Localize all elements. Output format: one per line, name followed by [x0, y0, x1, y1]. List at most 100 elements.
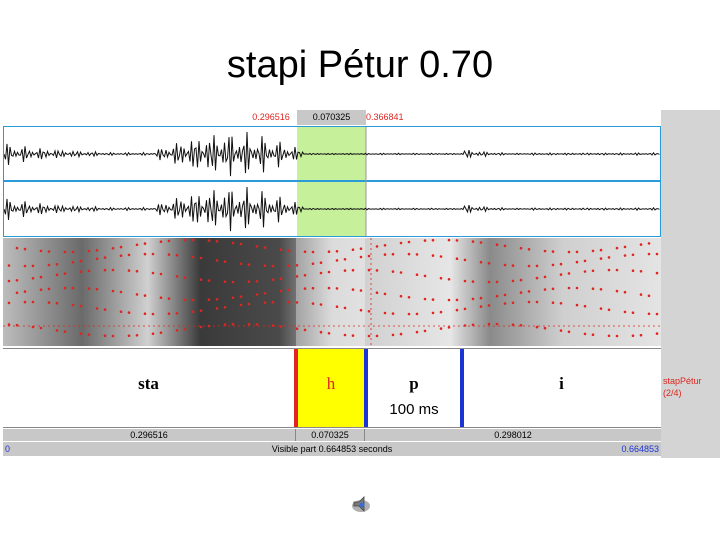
- boundary-blue[interactable]: [460, 349, 464, 427]
- formant-dot: [495, 322, 499, 326]
- formant-dot: [647, 242, 651, 245]
- speaker-icon[interactable]: [350, 493, 372, 515]
- formant-dot: [575, 286, 579, 290]
- formant-dot: [119, 245, 123, 249]
- formant-dot: [103, 308, 107, 311]
- formant-dot: [55, 329, 59, 332]
- formant-dot: [247, 263, 251, 266]
- duration-right[interactable]: 0.298012: [494, 430, 532, 440]
- formant-dot: [103, 334, 107, 337]
- formant-dot: [279, 248, 283, 251]
- formant-dot: [399, 241, 403, 245]
- formant-dot: [583, 304, 587, 308]
- formant-dot: [439, 327, 443, 330]
- formant-dot: [639, 243, 643, 246]
- formant-dot: [319, 330, 323, 334]
- waveform-panel[interactable]: [3, 126, 661, 237]
- formant-dot: [223, 280, 227, 283]
- formant-dot: [319, 271, 323, 275]
- formant-dot: [135, 293, 139, 296]
- formant-dot: [143, 242, 147, 245]
- formant-dot: [15, 246, 19, 250]
- formant-dot: [23, 247, 27, 251]
- formant-dot: [599, 257, 603, 260]
- formant-dot: [191, 298, 195, 302]
- duration-selection[interactable]: 0.070325: [296, 429, 365, 441]
- formant-dot: [47, 250, 51, 253]
- selection-end-time: 0.366841: [366, 112, 404, 122]
- formant-dot: [255, 323, 259, 326]
- formant-dot: [655, 271, 659, 275]
- formant-dot: [359, 255, 363, 259]
- formant-dot: [615, 289, 619, 293]
- spectrogram[interactable]: [3, 238, 661, 346]
- interval-p[interactable]: p 100 ms: [368, 349, 460, 427]
- formant-dot: [31, 300, 35, 304]
- textgrid-tier[interactable]: sta h p 100 ms i: [3, 348, 661, 428]
- formant-dot: [607, 256, 611, 259]
- formant-dot: [63, 286, 67, 290]
- formant-dot: [63, 272, 67, 275]
- formant-dot: [551, 287, 555, 291]
- formant-dot: [407, 296, 411, 299]
- formant-dot: [215, 259, 219, 262]
- formant-dot: [647, 312, 651, 316]
- interval-sta[interactable]: sta: [3, 349, 294, 427]
- selection-duration[interactable]: 0.070325: [297, 110, 366, 125]
- formant-dot: [439, 276, 443, 280]
- formant-dot: [239, 295, 243, 298]
- formant-dot: [15, 323, 19, 327]
- formant-dot: [511, 301, 515, 305]
- formant-dot: [439, 310, 443, 314]
- formant-dot: [335, 259, 339, 262]
- formant-dot: [503, 263, 507, 267]
- formant-dot: [127, 269, 131, 272]
- interval-label: p: [409, 374, 419, 393]
- duration-left[interactable]: 0.296516: [3, 429, 296, 441]
- formant-dot: [463, 258, 467, 262]
- formant-dot: [303, 274, 307, 277]
- formant-dot: [639, 333, 643, 337]
- formant-dot: [487, 304, 491, 307]
- formant-dot: [511, 264, 515, 267]
- interval-h-selected[interactable]: h: [298, 349, 364, 427]
- waveform: [4, 127, 660, 236]
- formant-dot: [79, 304, 83, 308]
- duration-bar: 0.296516 0.070325 0.298012: [3, 429, 661, 441]
- formant-dot: [375, 269, 379, 272]
- boundary-blue[interactable]: [364, 349, 368, 427]
- formant-dot: [279, 325, 283, 328]
- formant-dot: [271, 300, 275, 304]
- boundary-red[interactable]: [294, 349, 298, 427]
- formant-dot: [391, 312, 395, 315]
- formant-dot: [623, 310, 627, 314]
- formant-dot: [511, 279, 515, 283]
- formant-dot: [151, 332, 155, 335]
- formant-dot: [71, 303, 75, 307]
- formant-dot: [15, 279, 19, 282]
- formant-dot: [543, 249, 547, 253]
- formant-dot: [71, 261, 75, 264]
- formant-dot: [447, 326, 451, 329]
- formant-dot: [431, 311, 435, 315]
- formant-dot: [631, 253, 635, 257]
- interval-i[interactable]: i: [464, 349, 659, 427]
- formant-dot: [399, 271, 403, 274]
- visible-part-bar[interactable]: 0 Visible part 0.664853 seconds 0.664853: [3, 442, 661, 456]
- formant-dot: [463, 307, 467, 311]
- formant-dot: [415, 312, 419, 316]
- formant-dot: [543, 326, 547, 330]
- formant-dot: [471, 323, 475, 327]
- formant-dot: [207, 279, 211, 282]
- formant-dot: [31, 264, 35, 268]
- formant-dot: [327, 270, 331, 274]
- formant-dot: [7, 264, 11, 267]
- formant-dot: [135, 269, 139, 273]
- formant-dot: [615, 268, 619, 272]
- formant-dot: [87, 269, 91, 273]
- formant-dot: [111, 334, 115, 338]
- formant-dot: [495, 280, 499, 284]
- formant-dot: [391, 270, 395, 273]
- formant-dot: [415, 273, 419, 276]
- formant-dot: [231, 241, 235, 245]
